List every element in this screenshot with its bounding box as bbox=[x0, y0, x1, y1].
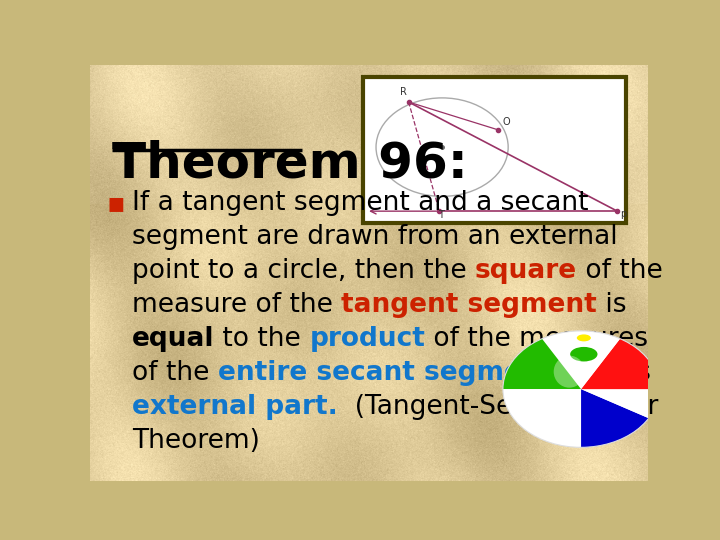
Wedge shape bbox=[581, 389, 649, 447]
Text: square: square bbox=[475, 258, 577, 284]
Text: of the: of the bbox=[132, 360, 217, 386]
Text: and its: and its bbox=[553, 360, 651, 386]
Text: of the: of the bbox=[577, 258, 662, 284]
Text: Theorem 96:: Theorem 96: bbox=[112, 140, 468, 187]
Text: segment are drawn from an external: segment are drawn from an external bbox=[132, 224, 618, 249]
Text: is: is bbox=[597, 292, 626, 318]
Wedge shape bbox=[581, 389, 660, 418]
Text: tangent segment: tangent segment bbox=[341, 292, 597, 318]
Wedge shape bbox=[503, 339, 581, 389]
Ellipse shape bbox=[554, 356, 585, 388]
Text: (Tangent-Secant Power: (Tangent-Secant Power bbox=[338, 394, 658, 420]
Text: p: p bbox=[620, 210, 626, 219]
Text: equal: equal bbox=[132, 326, 215, 352]
Text: Theorem): Theorem) bbox=[132, 428, 260, 454]
Wedge shape bbox=[581, 339, 660, 389]
Wedge shape bbox=[542, 331, 620, 389]
Text: of the measures: of the measures bbox=[426, 326, 648, 352]
Wedge shape bbox=[503, 389, 581, 447]
Bar bbox=[364, 77, 626, 223]
Text: If a tangent segment and a secant: If a tangent segment and a secant bbox=[132, 190, 588, 215]
Text: external part.: external part. bbox=[132, 394, 338, 420]
Text: R: R bbox=[400, 87, 407, 97]
Text: O: O bbox=[503, 117, 510, 126]
Text: entire secant segment: entire secant segment bbox=[217, 360, 553, 386]
Ellipse shape bbox=[577, 334, 591, 341]
Text: ▪: ▪ bbox=[107, 190, 125, 218]
Text: T: T bbox=[438, 210, 444, 220]
Ellipse shape bbox=[570, 347, 598, 361]
Text: to the: to the bbox=[215, 326, 310, 352]
Text: measure of the: measure of the bbox=[132, 292, 341, 318]
Text: point to a circle, then the: point to a circle, then the bbox=[132, 258, 475, 284]
Circle shape bbox=[503, 331, 660, 447]
Text: product: product bbox=[310, 326, 426, 352]
